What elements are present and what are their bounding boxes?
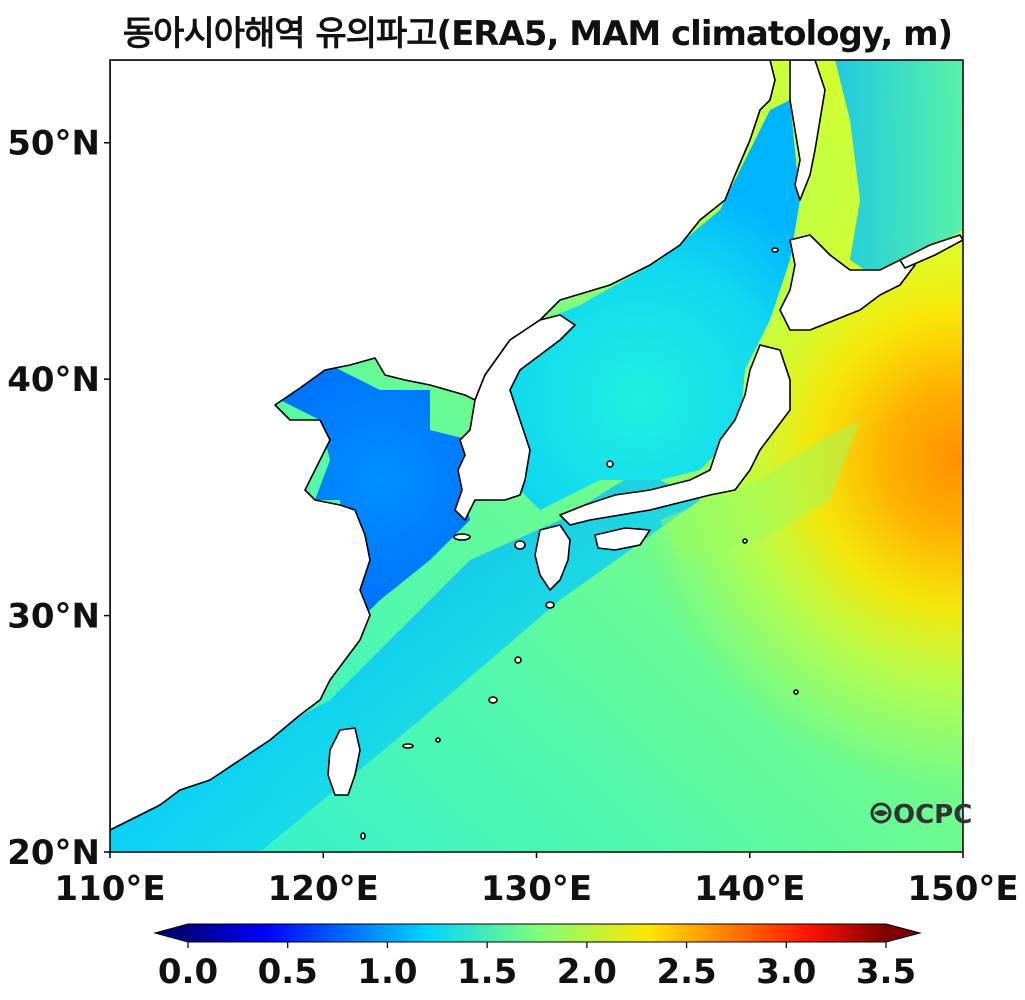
colorbar-tick-label: 2.0: [557, 952, 617, 992]
y-tick-label: 40°N: [7, 360, 100, 400]
mainland-asia: [110, 60, 776, 831]
x-tick-label: 130°E: [481, 869, 592, 909]
colorbar-tick-label: 0.0: [158, 952, 218, 992]
korea: [454, 314, 576, 521]
y-tick-label: 50°N: [7, 124, 100, 164]
taiwan: [327, 727, 361, 796]
x-tick-label: 120°E: [268, 869, 379, 909]
x-tick-label: 110°E: [54, 869, 165, 909]
logo-mark-icon: [870, 802, 892, 824]
y-tick-label: 30°N: [7, 597, 100, 637]
colorbar-tick-label: 0.5: [258, 952, 318, 992]
colorbar-gradient: [188, 924, 886, 942]
x-axis: 110°E 120°E 130°E 140°E 150°E: [54, 852, 1019, 909]
colorbar-tick-label: 3.5: [856, 952, 916, 992]
map-title: 동아시아해역 유의파고(ERA5, MAM climatology, m): [122, 14, 953, 54]
y-axis: 20°N 30°N 40°N 50°N: [7, 124, 110, 873]
sakhalin: [789, 60, 826, 201]
logo-text: OCPC: [893, 800, 972, 830]
colorbar-tick-label: 1.0: [357, 952, 417, 992]
ocpc-logo: OCPC: [870, 800, 972, 830]
hokkaido: [779, 234, 916, 331]
colorbar-extend-high: [886, 924, 920, 942]
y-tick-label: 20°N: [7, 833, 100, 873]
land-masses: [110, 60, 963, 840]
colorbar-tick-label: 2.5: [656, 952, 716, 992]
colorbar-extend-low: [155, 924, 188, 942]
kyushu: [534, 524, 571, 591]
x-tick-label: 140°E: [694, 869, 805, 909]
shikoku: [594, 527, 651, 551]
colorbar: 0.0 0.5 1.0 1.5 2.0 2.5 3.0 3.5: [153, 923, 922, 992]
honshu: [559, 344, 791, 526]
colorbar-tick-label: 1.5: [457, 952, 517, 992]
x-tick-label: 150°E: [907, 869, 1018, 909]
colorbar-tick-label: 3.0: [756, 952, 816, 992]
